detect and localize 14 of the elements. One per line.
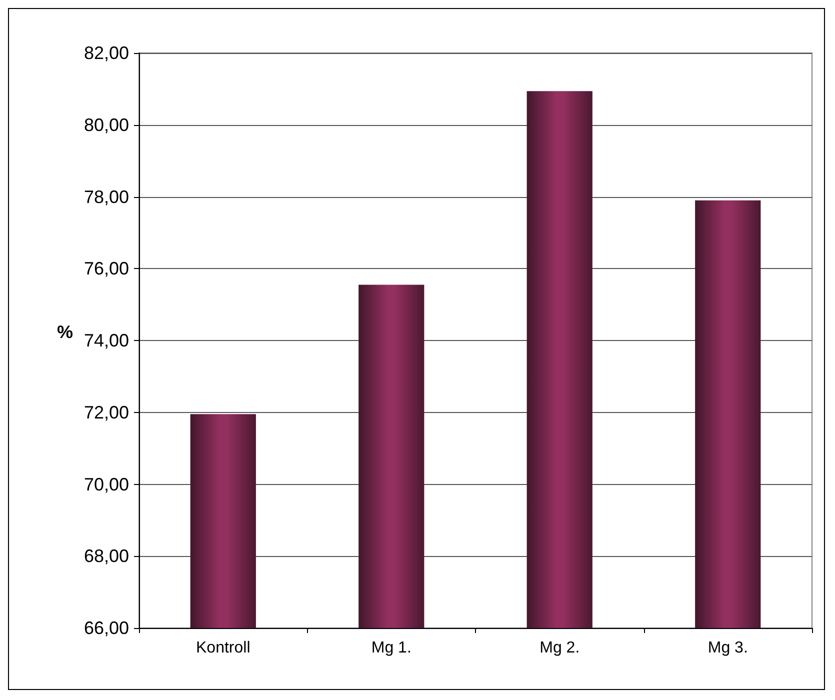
y-tick-label: 70,00 [84,474,129,494]
y-axis-title: % [57,322,74,342]
y-tick-label: 72,00 [84,402,129,422]
y-tick-label: 82,00 [84,43,129,63]
y-tick-label: 80,00 [84,114,129,135]
x-tick-label: Mg 3. [708,640,748,656]
x-tick-label: Mg 1. [371,640,412,656]
y-tick-label: 66,00 [84,618,129,638]
y-tick-label: 74,00 [84,330,129,350]
y-tick-label: 68,00 [84,546,129,566]
x-tick-label: Kontroll [196,640,250,656]
y-tick-label: 78,00 [84,186,129,207]
y-tick-label: 76,00 [84,258,129,279]
x-tick-label: Mg 2. [540,640,580,656]
